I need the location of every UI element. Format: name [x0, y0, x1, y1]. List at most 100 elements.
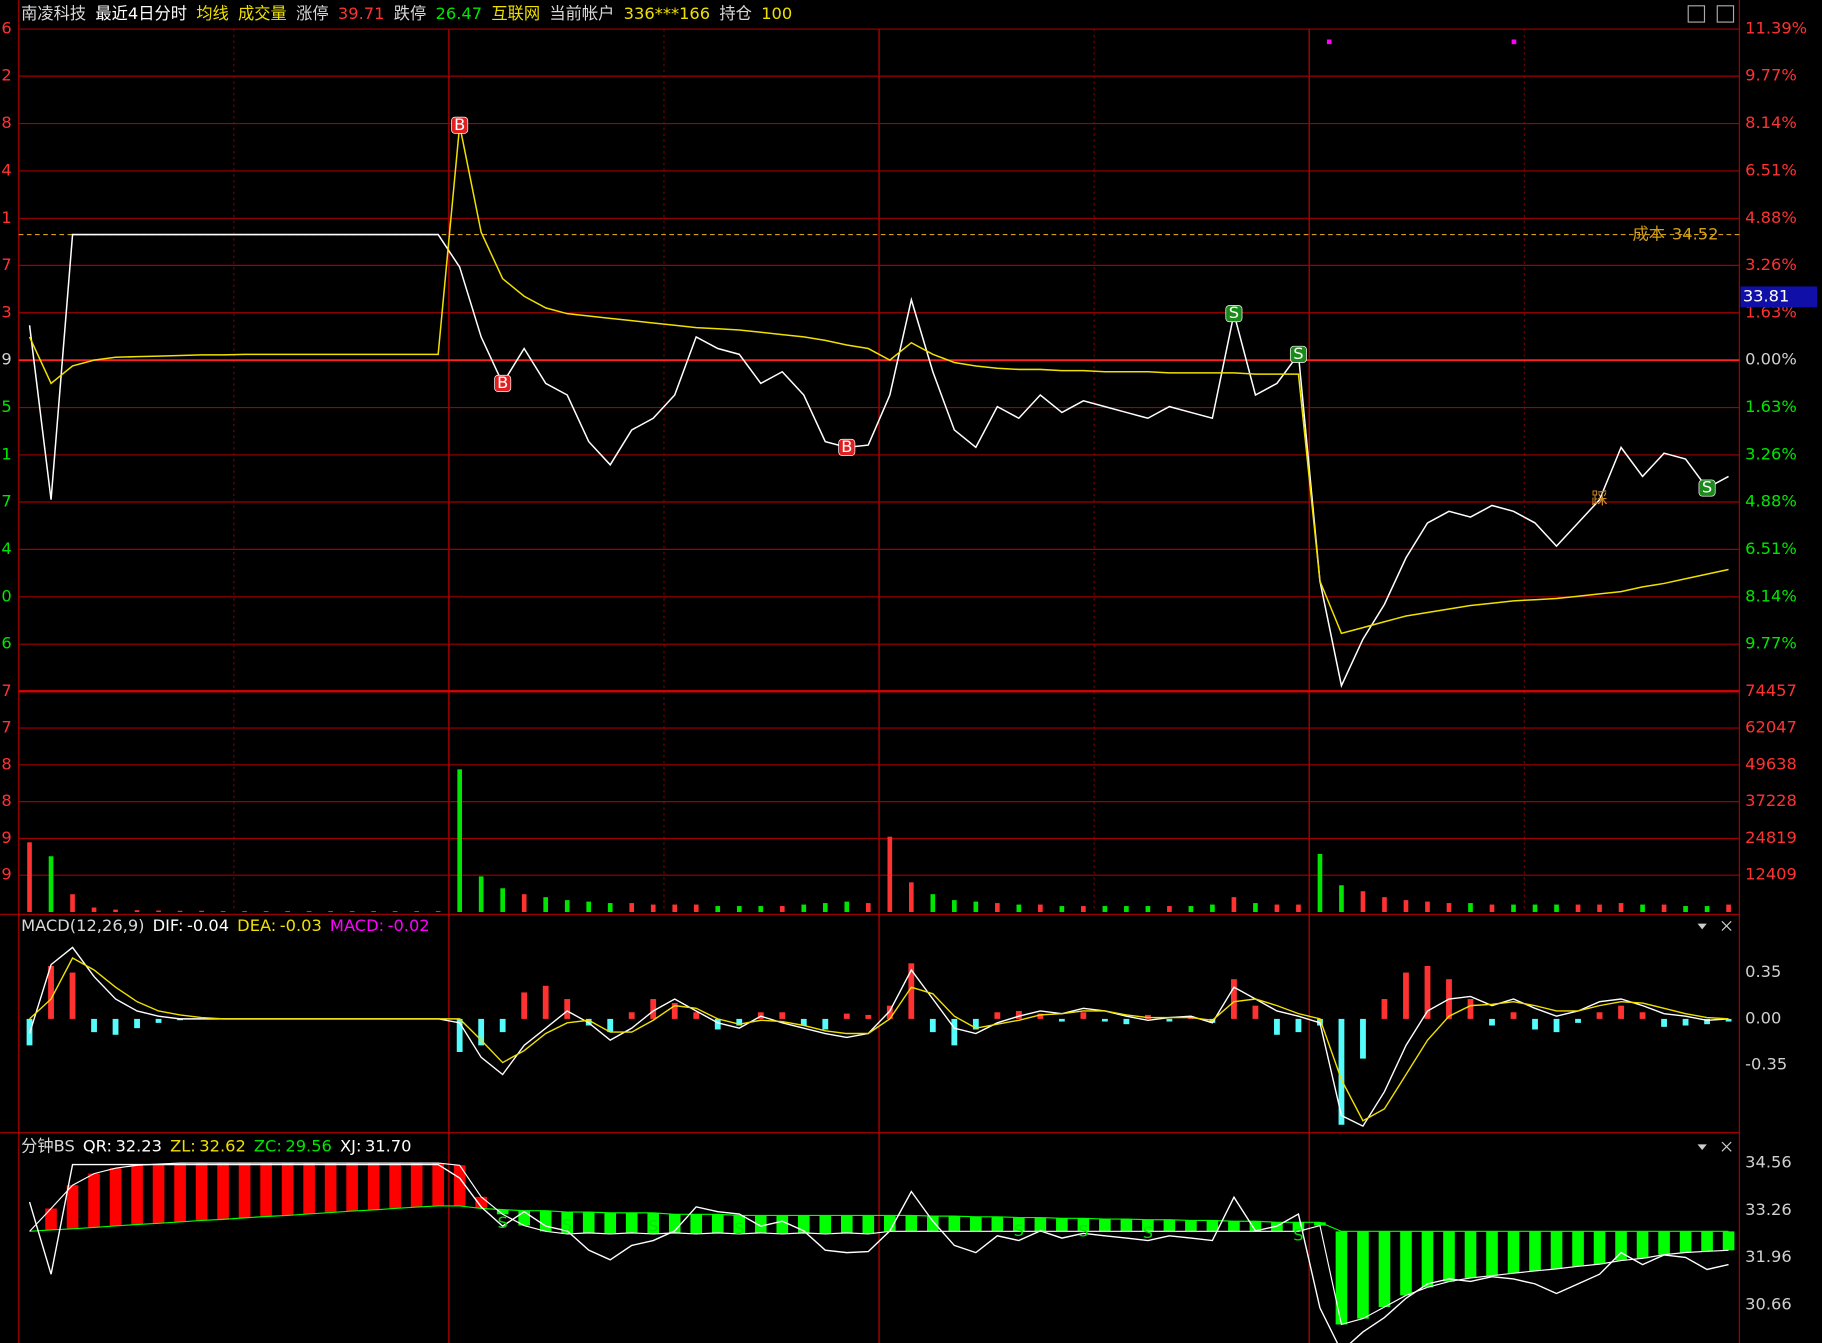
- volume-bar: [930, 894, 936, 912]
- macd-bar: [1338, 1018, 1345, 1125]
- volume-bar: [113, 909, 118, 912]
- volume-bar: [908, 882, 914, 912]
- volume-bar: [328, 911, 333, 912]
- y-tick-label: 4.88%: [1745, 492, 1797, 511]
- close-icon[interactable]: [1721, 920, 1732, 931]
- y-tick-label: 3.26%: [1745, 444, 1797, 463]
- bs-bar: [1163, 1219, 1176, 1232]
- volume-bar: [392, 911, 398, 912]
- bs-bar: [88, 1173, 100, 1228]
- signal-label: S: [1293, 344, 1303, 363]
- macd-bar: [1123, 1018, 1130, 1025]
- macd-bar: [1360, 1018, 1366, 1059]
- volume-bar: [672, 904, 678, 912]
- legend-value: -0.04: [187, 915, 229, 934]
- legend-value: -0.03: [280, 915, 322, 934]
- bs-bar: [1400, 1231, 1412, 1296]
- legend-value: 32.62: [199, 1136, 246, 1155]
- legend-name: XJ:: [340, 1136, 361, 1155]
- volume-bar: [156, 910, 161, 912]
- bs-bar: [1550, 1231, 1563, 1269]
- panel-header: 分钟BS QR: 32.23 ZL: 32.62 ZC: 29.56 XJ: 31.70: [21, 1136, 411, 1155]
- volume-bar: [199, 910, 204, 912]
- signal-label: 踩: [1591, 489, 1607, 508]
- xj-line: [28, 1163, 1729, 1343]
- left-tick-fragment: 7: [1, 681, 11, 700]
- average-line: [28, 125, 1729, 635]
- bs-bar: [1142, 1219, 1154, 1232]
- left-tick-fragment: 8: [1, 791, 11, 810]
- bs-bar: [1722, 1231, 1735, 1251]
- bs-bar: [1679, 1231, 1692, 1253]
- y-tick-label: -0.35: [1745, 1055, 1787, 1074]
- bs-bar: [1529, 1231, 1541, 1272]
- y-tick-label: 0.35: [1745, 962, 1781, 981]
- left-tick-fragment: 9: [1, 350, 11, 369]
- macd-bar: [521, 992, 528, 1019]
- macd-bar: [1510, 1012, 1517, 1019]
- qr-line: [29, 1162, 1729, 1326]
- volume-bar: [1167, 906, 1172, 912]
- signal-label: S: [1229, 303, 1239, 322]
- macd-bar: [134, 1018, 140, 1029]
- macd-bar: [1403, 972, 1409, 1019]
- macd-bar: [1295, 1018, 1302, 1033]
- macd-bar: [1166, 1018, 1173, 1022]
- y-tick-label: 6.51%: [1745, 539, 1797, 558]
- y-tick-label: 74457: [1745, 681, 1797, 700]
- macd-bar: [155, 1018, 162, 1023]
- bs-bar: [991, 1216, 1004, 1232]
- dropdown-icon[interactable]: [1697, 923, 1707, 930]
- bs-bar: [496, 1209, 509, 1215]
- volume-bar: [414, 911, 419, 912]
- volume-bar: [521, 894, 527, 912]
- left-tick-fragment: 1: [1, 208, 11, 227]
- bs-bar: [1077, 1218, 1090, 1232]
- bs-bar: [668, 1214, 681, 1233]
- volume-bar: [1296, 904, 1301, 912]
- volume-bar: [758, 906, 764, 912]
- bs-bar: [1206, 1220, 1219, 1232]
- bs-bar: [1228, 1221, 1240, 1232]
- macd-bar: [865, 1014, 872, 1019]
- macd-bar: [736, 1018, 743, 1026]
- bs-signal: S: [562, 1216, 572, 1235]
- bs-bar: [1658, 1231, 1670, 1255]
- volume-bar: [1489, 904, 1495, 912]
- volume-bar: [1059, 906, 1065, 912]
- volume-bar: [822, 903, 828, 912]
- volume-bar: [564, 900, 570, 912]
- legend-value: 32.23: [115, 1136, 162, 1155]
- marker-dot: [1326, 39, 1332, 45]
- bs-bar: [174, 1163, 186, 1222]
- dropdown-icon[interactable]: [1697, 1144, 1707, 1151]
- volume-bar: [543, 897, 549, 912]
- macd-bar: [478, 1018, 485, 1046]
- restore-icon[interactable]: [1687, 5, 1706, 23]
- volume-bar: [91, 907, 97, 912]
- close-icon[interactable]: [1721, 1141, 1732, 1152]
- bs-bar: [410, 1163, 423, 1208]
- macd-bar: [1682, 1018, 1689, 1026]
- header-item: 336***166: [624, 3, 710, 22]
- header-item: 当前帐户: [549, 3, 614, 22]
- bs-bar: [152, 1164, 165, 1224]
- bs-bar: [927, 1216, 939, 1232]
- maximize-icon[interactable]: [1716, 5, 1735, 23]
- volume-bar: [650, 904, 656, 912]
- legend-value: -0.02: [388, 915, 430, 934]
- bs-bar: [905, 1215, 918, 1232]
- y-tick-label: 8.14%: [1745, 113, 1797, 132]
- signal-box: [838, 438, 856, 456]
- bs-bar: [1443, 1231, 1455, 1282]
- header: 南凌科技 最近4日分时 均线 成交量 涨停 39.71 跌停 26.47 互联网 当前帐户 336*…: [21, 3, 792, 22]
- header-item: 26.47: [436, 3, 483, 22]
- volume-bar: [1403, 900, 1409, 912]
- bs-bar: [561, 1212, 574, 1234]
- bs-bar: [303, 1163, 315, 1214]
- y-tick-label: 49638: [1745, 754, 1797, 773]
- volume-bar: [1575, 904, 1581, 912]
- macd-bar: [542, 985, 549, 1019]
- y-tick-label: 31.96: [1745, 1247, 1792, 1266]
- y-tick-label: 34.56: [1745, 1153, 1792, 1172]
